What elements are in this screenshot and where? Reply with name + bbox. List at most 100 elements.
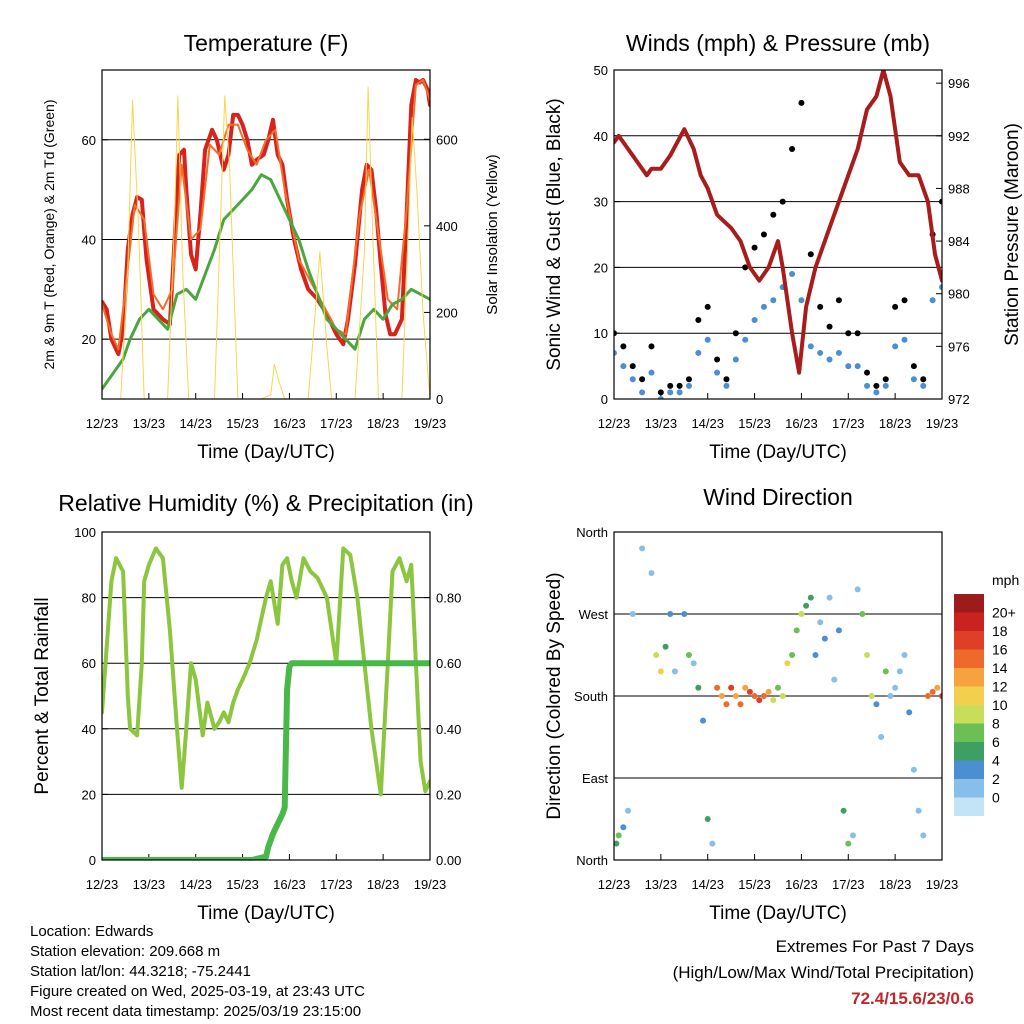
legend-label: 12 [992,679,1008,695]
y2-tick-label: 0.00 [436,853,461,868]
extremes-title: Extremes For Past 7 Days [775,937,974,956]
data-point [864,382,871,389]
data-point [901,652,908,658]
data-point [924,693,931,699]
y2-tick-label: 0.20 [436,787,461,802]
data-point [789,270,796,277]
data-point [817,619,824,626]
data-point [751,693,758,699]
legend-swatch [954,668,984,687]
plot-area [614,545,942,847]
data-point [929,297,936,304]
recent-data-text: Most recent data timestamp: 2025/03/19 2… [30,1003,362,1020]
x-tick-label: 12/23 [86,416,119,431]
data-point [614,330,617,337]
x-axis-label: Time (Day/UTC) [709,442,847,463]
data-point [695,349,702,356]
data-point [690,660,697,667]
data-point [639,389,646,396]
data-point [779,198,786,205]
data-point [629,376,636,383]
panel-title: Winds (mph) & Pressure (mb) [626,30,930,56]
y2-tick-label: 992 [948,129,970,144]
plot-frame [613,69,943,400]
data-point [760,303,767,310]
legend-label: 18 [992,623,1008,639]
data-point [625,807,632,814]
data-point [882,668,889,675]
data-point [854,586,861,593]
data-point [648,369,655,376]
data-point [887,693,894,699]
panel-3: Relative Humidity (%) & Precipitation (i… [32,490,474,924]
y-tick-label: 20 [82,332,96,347]
elevation-text: Station elevation: 209.668 m [30,943,221,960]
x-tick-label: 18/23 [879,416,912,431]
y-tick-label: East [582,771,608,786]
y-tick-label: 40 [82,722,96,737]
data-point [723,382,730,389]
data-point [807,251,814,258]
x-tick-label: 17/23 [832,877,865,892]
legend-label: 6 [992,734,1000,750]
data-point [789,145,796,152]
data-point [723,376,730,383]
data-point [873,382,880,389]
x-tick-label: 16/23 [273,416,306,431]
series-line [102,173,430,391]
y-tick-label: 10 [594,326,608,341]
data-point [854,330,861,337]
data-point [657,396,664,399]
y2-tick-label: 972 [948,392,970,407]
panel-title: Relative Humidity (%) & Precipitation (i… [58,490,473,516]
y-tick-label: 50 [594,63,608,78]
x-tick-label: 12/23 [86,877,119,892]
y2-tick-label: 0.40 [436,722,461,737]
data-point [732,693,739,699]
data-point [685,652,692,658]
y-tick-label: 60 [82,133,96,148]
data-point [695,684,702,691]
data-point [882,376,889,383]
series-line [102,86,430,399]
data-point [859,611,866,617]
extremes-values: 72.4/15.6/23/0.6 [851,989,974,1008]
data-point [620,363,627,370]
data-point [849,832,856,839]
data-point [723,701,730,708]
data-point [831,676,838,683]
data-point [718,693,725,699]
data-point [892,303,899,310]
x-tick-label: 13/23 [133,877,166,892]
data-point [901,336,908,343]
data-point [685,382,692,389]
series-line [102,79,430,351]
data-point [662,643,669,650]
series-line [102,660,430,860]
data-point [939,284,942,291]
legend-label: 16 [992,642,1008,658]
data-point [915,807,922,814]
data-point [657,389,664,396]
data-point [929,688,936,695]
x-tick-label: 14/23 [691,416,724,431]
data-point [845,840,852,847]
legend-swatch [954,760,984,779]
y-tick-label: West [579,607,609,622]
data-point [906,709,913,716]
data-point [648,570,655,576]
x-tick-label: 19/23 [414,416,447,431]
data-point [835,349,842,356]
data-point [614,840,620,847]
x-tick-label: 18/23 [367,416,400,431]
y-tick-label: 40 [82,232,96,247]
x-tick-label: 14/23 [691,877,724,892]
data-point [798,297,805,304]
station-info: Location: Edwards Station elevation: 209… [30,922,365,1022]
plot-area [102,546,430,860]
data-point [742,684,749,691]
y2-tick-label: 0 [436,392,443,407]
data-point [817,303,824,310]
